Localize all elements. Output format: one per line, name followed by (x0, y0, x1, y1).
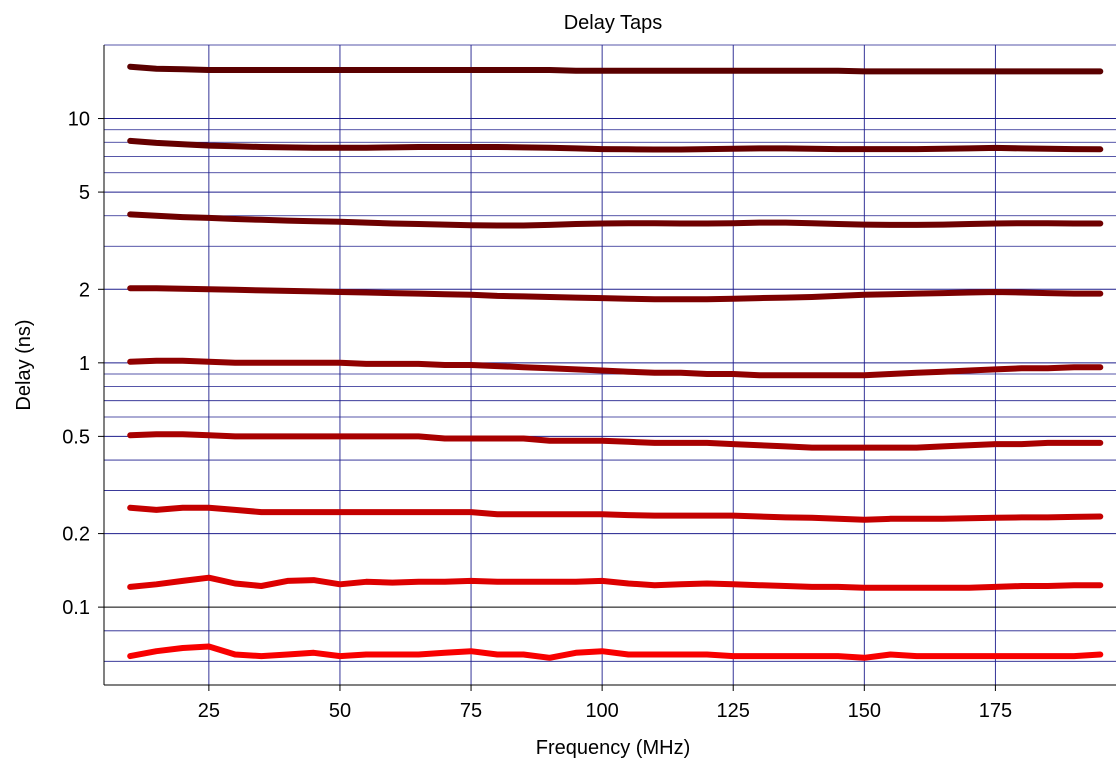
y-tick-label: 0.1 (62, 597, 90, 619)
series-line-3 (127, 211, 1104, 229)
chart-title: Delay Taps (564, 12, 663, 34)
series-line-2 (127, 137, 1104, 153)
series-line-6 (127, 431, 1104, 451)
y-axis-ticks: 0.1 0.2 0.5 1 2 5 10 (62, 109, 104, 619)
x-tick-label: 125 (717, 700, 750, 722)
x-tick-label: 100 (585, 700, 618, 722)
series-line-5 (127, 357, 1104, 379)
y-tick-label: 5 (79, 182, 90, 204)
y-tick-label: 1 (79, 353, 90, 375)
y-gridlines (104, 44, 1116, 662)
y-tick-label: 10 (68, 109, 90, 131)
y-axis-label: Delay (ns) (13, 319, 35, 410)
x-axis-ticks: 25 50 75 100 125 150 175 (198, 685, 1012, 722)
y-tick-label: 0.5 (62, 426, 90, 448)
series-line-4 (127, 285, 1104, 303)
series-line-9 (127, 643, 1104, 661)
y-tick-label: 0.2 (62, 524, 90, 546)
x-tick-label: 175 (979, 700, 1012, 722)
series-line-7 (127, 504, 1104, 523)
x-tick-label: 150 (848, 700, 881, 722)
x-axis-label: Frequency (MHz) (536, 737, 690, 759)
y-tick-label: 2 (79, 279, 90, 301)
x-tick-label: 25 (198, 700, 220, 722)
series-line-1 (127, 63, 1104, 75)
series-layer (127, 63, 1104, 661)
series-line-8 (127, 574, 1104, 591)
x-tick-label: 50 (329, 700, 351, 722)
x-tick-label: 75 (460, 700, 482, 722)
